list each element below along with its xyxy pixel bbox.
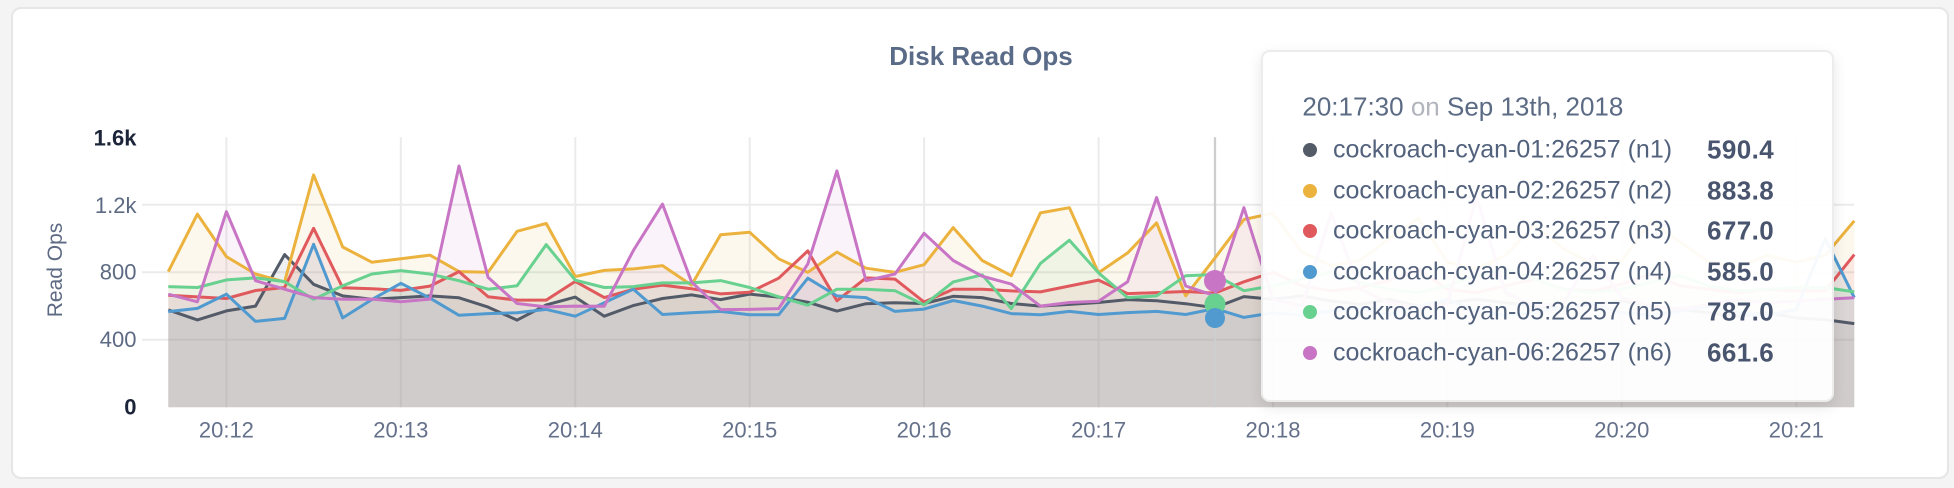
svg-text:20:19: 20:19 — [1420, 418, 1475, 443]
svg-text:1.2k: 1.2k — [95, 193, 138, 218]
svg-text:400: 400 — [100, 327, 137, 352]
svg-text:800: 800 — [100, 260, 137, 285]
svg-text:20:14: 20:14 — [548, 418, 603, 443]
svg-text:20:21: 20:21 — [1769, 418, 1824, 443]
svg-text:20:20: 20:20 — [1594, 418, 1649, 443]
svg-text:20:15: 20:15 — [722, 418, 777, 443]
svg-text:20:13: 20:13 — [373, 418, 428, 443]
svg-text:0: 0 — [124, 394, 136, 419]
svg-text:1.6k: 1.6k — [94, 125, 138, 150]
svg-text:20:18: 20:18 — [1245, 418, 1300, 443]
svg-text:20:16: 20:16 — [897, 418, 952, 443]
svg-text:20:17: 20:17 — [1071, 418, 1126, 443]
svg-text:Read Ops: Read Ops — [44, 223, 67, 318]
svg-text:20:12: 20:12 — [199, 418, 254, 443]
